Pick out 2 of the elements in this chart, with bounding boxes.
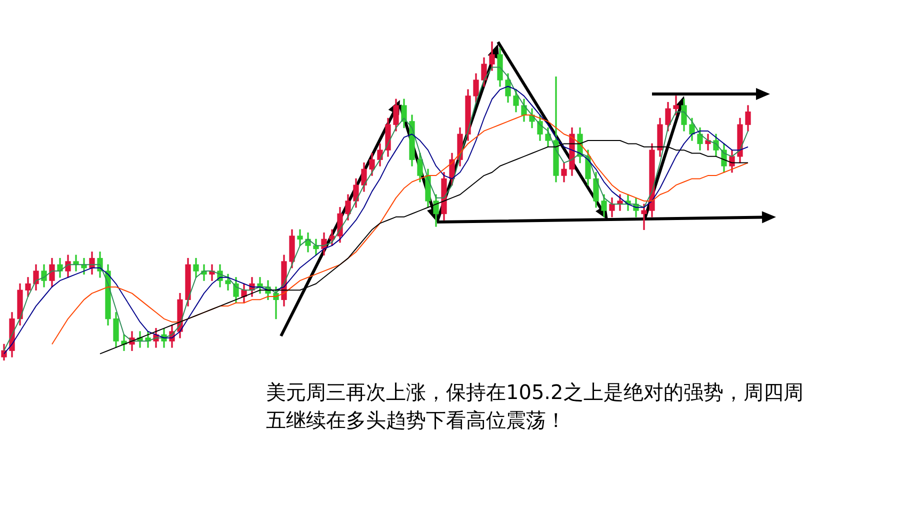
candlestick xyxy=(641,204,647,230)
text: 美元周三再次上涨，保持在105.2之上是绝对的强势，周四周五继续在多头趋势下看高位震荡！ xyxy=(266,379,804,434)
